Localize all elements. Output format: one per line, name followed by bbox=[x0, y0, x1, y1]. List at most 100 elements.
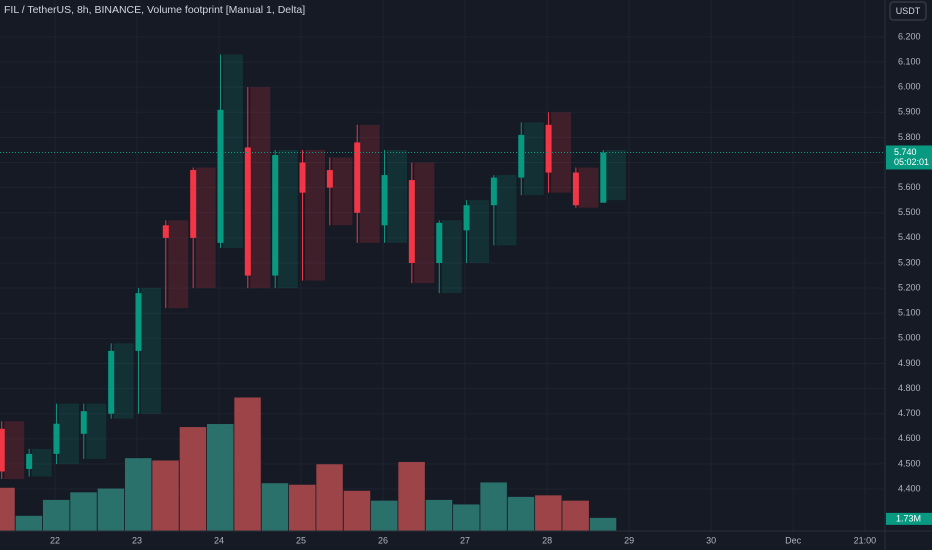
volume-bar bbox=[507, 496, 535, 531]
x-tick-label: 30 bbox=[706, 535, 716, 545]
candle-body bbox=[217, 109, 224, 243]
candle-body bbox=[244, 147, 251, 276]
volume-bar bbox=[70, 492, 97, 531]
footprint-area bbox=[578, 167, 599, 208]
x-tick-label: 23 bbox=[132, 535, 142, 545]
y-tick-label: 6.200 bbox=[898, 31, 921, 41]
footprint-area bbox=[168, 220, 189, 309]
volume-bar bbox=[589, 517, 617, 531]
candle-body bbox=[26, 453, 33, 469]
last-price-badge bbox=[886, 145, 932, 170]
footprint-area bbox=[113, 343, 134, 419]
axes: 4.400 4.500 4.600 4.700 4.800 4.900 5.000 5.100… bbox=[50, 31, 932, 545]
y-tick-label: 5.800 bbox=[898, 132, 921, 142]
countdown-label: 05:02:01 bbox=[894, 157, 929, 167]
x-tick-label: 27 bbox=[460, 535, 470, 545]
candle-body bbox=[326, 170, 333, 188]
currency-button[interactable] bbox=[889, 1, 927, 21]
footprint-area bbox=[359, 124, 380, 243]
footprint-area bbox=[222, 54, 243, 248]
volume-bar bbox=[15, 515, 43, 531]
y-tick-label: 5.900 bbox=[898, 107, 921, 117]
volume-bar bbox=[316, 464, 343, 531]
volume-bar bbox=[234, 397, 261, 531]
footprint-area bbox=[277, 149, 298, 289]
volume-bar bbox=[179, 427, 207, 531]
footprint-area bbox=[332, 157, 353, 226]
y-tick-label: 5.500 bbox=[898, 207, 921, 217]
footprint-area bbox=[523, 122, 544, 196]
candle-body bbox=[545, 124, 552, 173]
currency-button-label[interactable]: USDT bbox=[896, 6, 921, 16]
candle-body bbox=[490, 177, 497, 206]
volume-bar bbox=[152, 460, 179, 531]
y-tick-label: 5.400 bbox=[898, 232, 921, 242]
x-tick-label: 29 bbox=[624, 535, 634, 545]
candle-body bbox=[463, 205, 470, 231]
y-tick-label: 4.800 bbox=[898, 383, 921, 393]
last-price-label: 5.740 bbox=[894, 147, 917, 157]
candle-body bbox=[600, 152, 607, 203]
x-tick-label: 24 bbox=[214, 535, 224, 545]
volume-bar bbox=[480, 482, 507, 531]
candle-body bbox=[272, 154, 279, 276]
footprint-area bbox=[140, 288, 161, 414]
volume-badge bbox=[886, 512, 932, 525]
footprint-area bbox=[58, 403, 79, 464]
candle-body bbox=[135, 293, 142, 351]
x-tick-label: 26 bbox=[378, 535, 388, 545]
y-tick-label: 5.000 bbox=[898, 333, 921, 343]
y-tick-label: 4.400 bbox=[898, 483, 921, 493]
y-tick-label: 5.100 bbox=[898, 308, 921, 318]
footprint-area bbox=[441, 220, 462, 294]
footprint-area bbox=[469, 200, 490, 263]
volume-bar bbox=[206, 424, 234, 531]
candle-body bbox=[53, 423, 60, 454]
y-tick-label: 6.000 bbox=[898, 82, 921, 92]
volume-bar bbox=[289, 484, 316, 531]
candle-body bbox=[572, 172, 579, 206]
x-tick-label: 28 bbox=[542, 535, 552, 545]
volume-bar bbox=[124, 458, 152, 531]
candle-body bbox=[108, 350, 115, 414]
volume-bar bbox=[425, 499, 453, 531]
candle-body bbox=[80, 411, 87, 434]
volume-bar bbox=[398, 461, 425, 531]
x-tick-label: 21:00 bbox=[854, 535, 877, 545]
candle-body bbox=[190, 170, 197, 238]
volume-bar bbox=[97, 488, 125, 531]
y-tick-label: 6.100 bbox=[898, 56, 921, 66]
volume-bar bbox=[535, 495, 562, 531]
footprint-area bbox=[305, 149, 326, 281]
y-tick-label: 5.200 bbox=[898, 282, 921, 292]
candle-body bbox=[518, 134, 525, 178]
candle-body bbox=[381, 175, 388, 226]
footprint-area bbox=[387, 149, 408, 243]
footprint-area bbox=[250, 87, 271, 289]
y-tick-label: 4.900 bbox=[898, 358, 921, 368]
footprint-area bbox=[86, 403, 107, 459]
candle-body bbox=[299, 162, 306, 193]
y-tick-label: 4.600 bbox=[898, 433, 921, 443]
x-tick-label: 25 bbox=[296, 535, 306, 545]
volume-bar bbox=[261, 483, 289, 531]
volume-bar bbox=[343, 490, 371, 531]
x-tick-label: Dec bbox=[785, 535, 802, 545]
footprint-area bbox=[4, 421, 25, 480]
volume-bar bbox=[0, 487, 15, 531]
x-tick-label: 22 bbox=[50, 535, 60, 545]
volume-bar bbox=[562, 500, 589, 531]
y-tick-label: 4.500 bbox=[898, 458, 921, 468]
plot bbox=[0, 54, 885, 531]
footprint-area bbox=[195, 167, 216, 289]
candle-body bbox=[408, 180, 415, 263]
chart-title: FIL / TetherUS, 8h, BINANCE, Volume foot… bbox=[4, 4, 305, 16]
candle-body bbox=[354, 142, 361, 213]
candle-body bbox=[436, 222, 443, 263]
candle-body bbox=[0, 428, 5, 472]
footprint-area bbox=[496, 175, 517, 246]
y-tick-label: 5.600 bbox=[898, 182, 921, 192]
y-tick-label: 5.300 bbox=[898, 257, 921, 267]
